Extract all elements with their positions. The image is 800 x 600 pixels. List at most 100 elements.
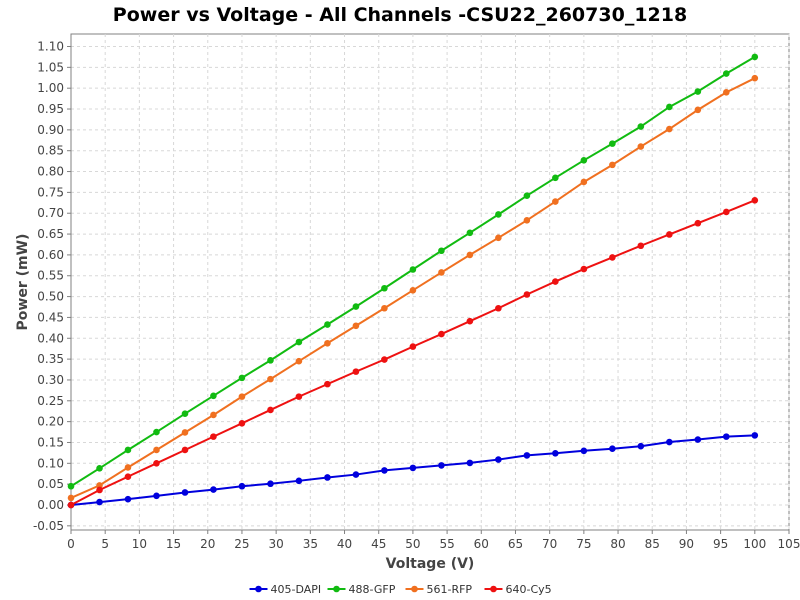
data-point (238, 419, 246, 427)
data-point (295, 338, 303, 346)
data-point (96, 498, 103, 506)
data-point (96, 482, 103, 489)
data-point (352, 471, 360, 478)
data-point (181, 429, 189, 436)
series-layer (67, 53, 759, 509)
legend: 405-DAPI 488-GFP 561-RFP 640-Cy5 (249, 583, 552, 596)
x-tick-label: 15 (166, 537, 181, 551)
data-point (438, 247, 445, 255)
y-tick-label: 0.55 (37, 269, 64, 283)
legend-label: 640-Cy5 (506, 583, 552, 596)
data-point (438, 330, 445, 338)
data-point (124, 446, 132, 454)
x-tick-label: 65 (508, 537, 523, 551)
x-tick-label: 0 (67, 537, 75, 551)
data-point (438, 269, 445, 276)
series-405-DAPI (67, 432, 759, 509)
data-point (324, 321, 331, 328)
y-tick-label: 0.50 (37, 290, 64, 304)
data-point (609, 445, 616, 453)
data-point (722, 208, 730, 216)
data-point (381, 304, 388, 312)
data-point (124, 464, 132, 471)
legend-item: 561-RFP (405, 583, 473, 596)
data-point (295, 477, 303, 485)
y-tick-label: 0.45 (37, 310, 64, 324)
y-tick-label: 0.65 (37, 227, 64, 241)
data-point (181, 489, 189, 496)
legend-item: 405-DAPI (249, 583, 321, 596)
data-point (694, 436, 702, 443)
data-point (295, 393, 303, 400)
y-tick-label: 0.90 (37, 123, 64, 137)
legend-item: 488-GFP (327, 583, 396, 596)
data-point (67, 494, 75, 502)
x-tick-label: 40 (337, 537, 352, 551)
legend-swatch-marker (490, 585, 497, 593)
data-point (466, 251, 474, 259)
data-point (751, 74, 759, 82)
data-point (694, 106, 702, 114)
data-point (210, 433, 217, 440)
data-point (523, 291, 531, 298)
y-axis-label: Power (mW) (15, 234, 31, 331)
data-point (381, 467, 388, 474)
y-tick-label: 1.00 (37, 81, 64, 95)
data-point (609, 254, 616, 261)
data-point (666, 103, 673, 111)
x-tick-label: 50 (405, 537, 420, 551)
data-point (324, 380, 331, 388)
data-point (580, 156, 588, 164)
series-640-Cy5 (67, 197, 759, 509)
data-point (96, 465, 103, 472)
data-point (181, 446, 189, 454)
grid-lines (70, 34, 790, 530)
x-tick-label: 25 (234, 537, 249, 551)
data-point (666, 438, 673, 446)
data-point (466, 229, 474, 237)
series-488-GFP (67, 53, 759, 490)
y-tick-label: -0.05 (33, 519, 64, 533)
data-point (153, 428, 160, 436)
data-point (409, 287, 417, 294)
data-point (153, 492, 160, 500)
chart-title: Power vs Voltage - All Channels -CSU22_2… (113, 4, 687, 26)
data-point (267, 480, 274, 488)
x-tick-label: 80 (610, 537, 625, 551)
legend-label: 561-RFP (427, 583, 473, 596)
data-point (751, 53, 759, 61)
data-point (495, 234, 502, 242)
data-point (238, 374, 246, 382)
x-tick-label: 75 (576, 537, 591, 551)
x-tick-label: 85 (645, 537, 660, 551)
data-point (666, 231, 673, 238)
x-tick-label: 60 (474, 537, 489, 551)
y-tick-label: 0.00 (37, 498, 64, 512)
data-point (466, 459, 474, 467)
data-point (694, 219, 702, 227)
data-point (267, 406, 274, 414)
y-tick-label: 0.95 (37, 102, 64, 116)
y-tick-label: 0.75 (37, 185, 64, 199)
y-tick-label: 0.25 (37, 394, 64, 408)
data-point (438, 462, 445, 469)
data-point (124, 495, 132, 503)
y-tick-label: 1.10 (37, 40, 64, 54)
data-point (609, 161, 616, 169)
data-point (552, 198, 559, 205)
data-point (523, 217, 531, 224)
data-point (466, 317, 474, 325)
data-point (381, 356, 388, 363)
data-point (181, 410, 189, 418)
data-point (409, 464, 417, 472)
data-point (495, 304, 502, 312)
y-tick-label: 0.60 (37, 248, 64, 262)
data-point (352, 322, 360, 330)
data-point (210, 392, 217, 400)
data-point (409, 266, 417, 273)
x-axis: 0 5 10 15 20 25 30 35 40 45 50 55 60 65 70 75 80 85 90 95 10… (67, 529, 800, 551)
data-point (637, 123, 645, 130)
data-point (666, 125, 673, 133)
x-tick-label: 55 (439, 537, 454, 551)
data-point (523, 452, 531, 459)
